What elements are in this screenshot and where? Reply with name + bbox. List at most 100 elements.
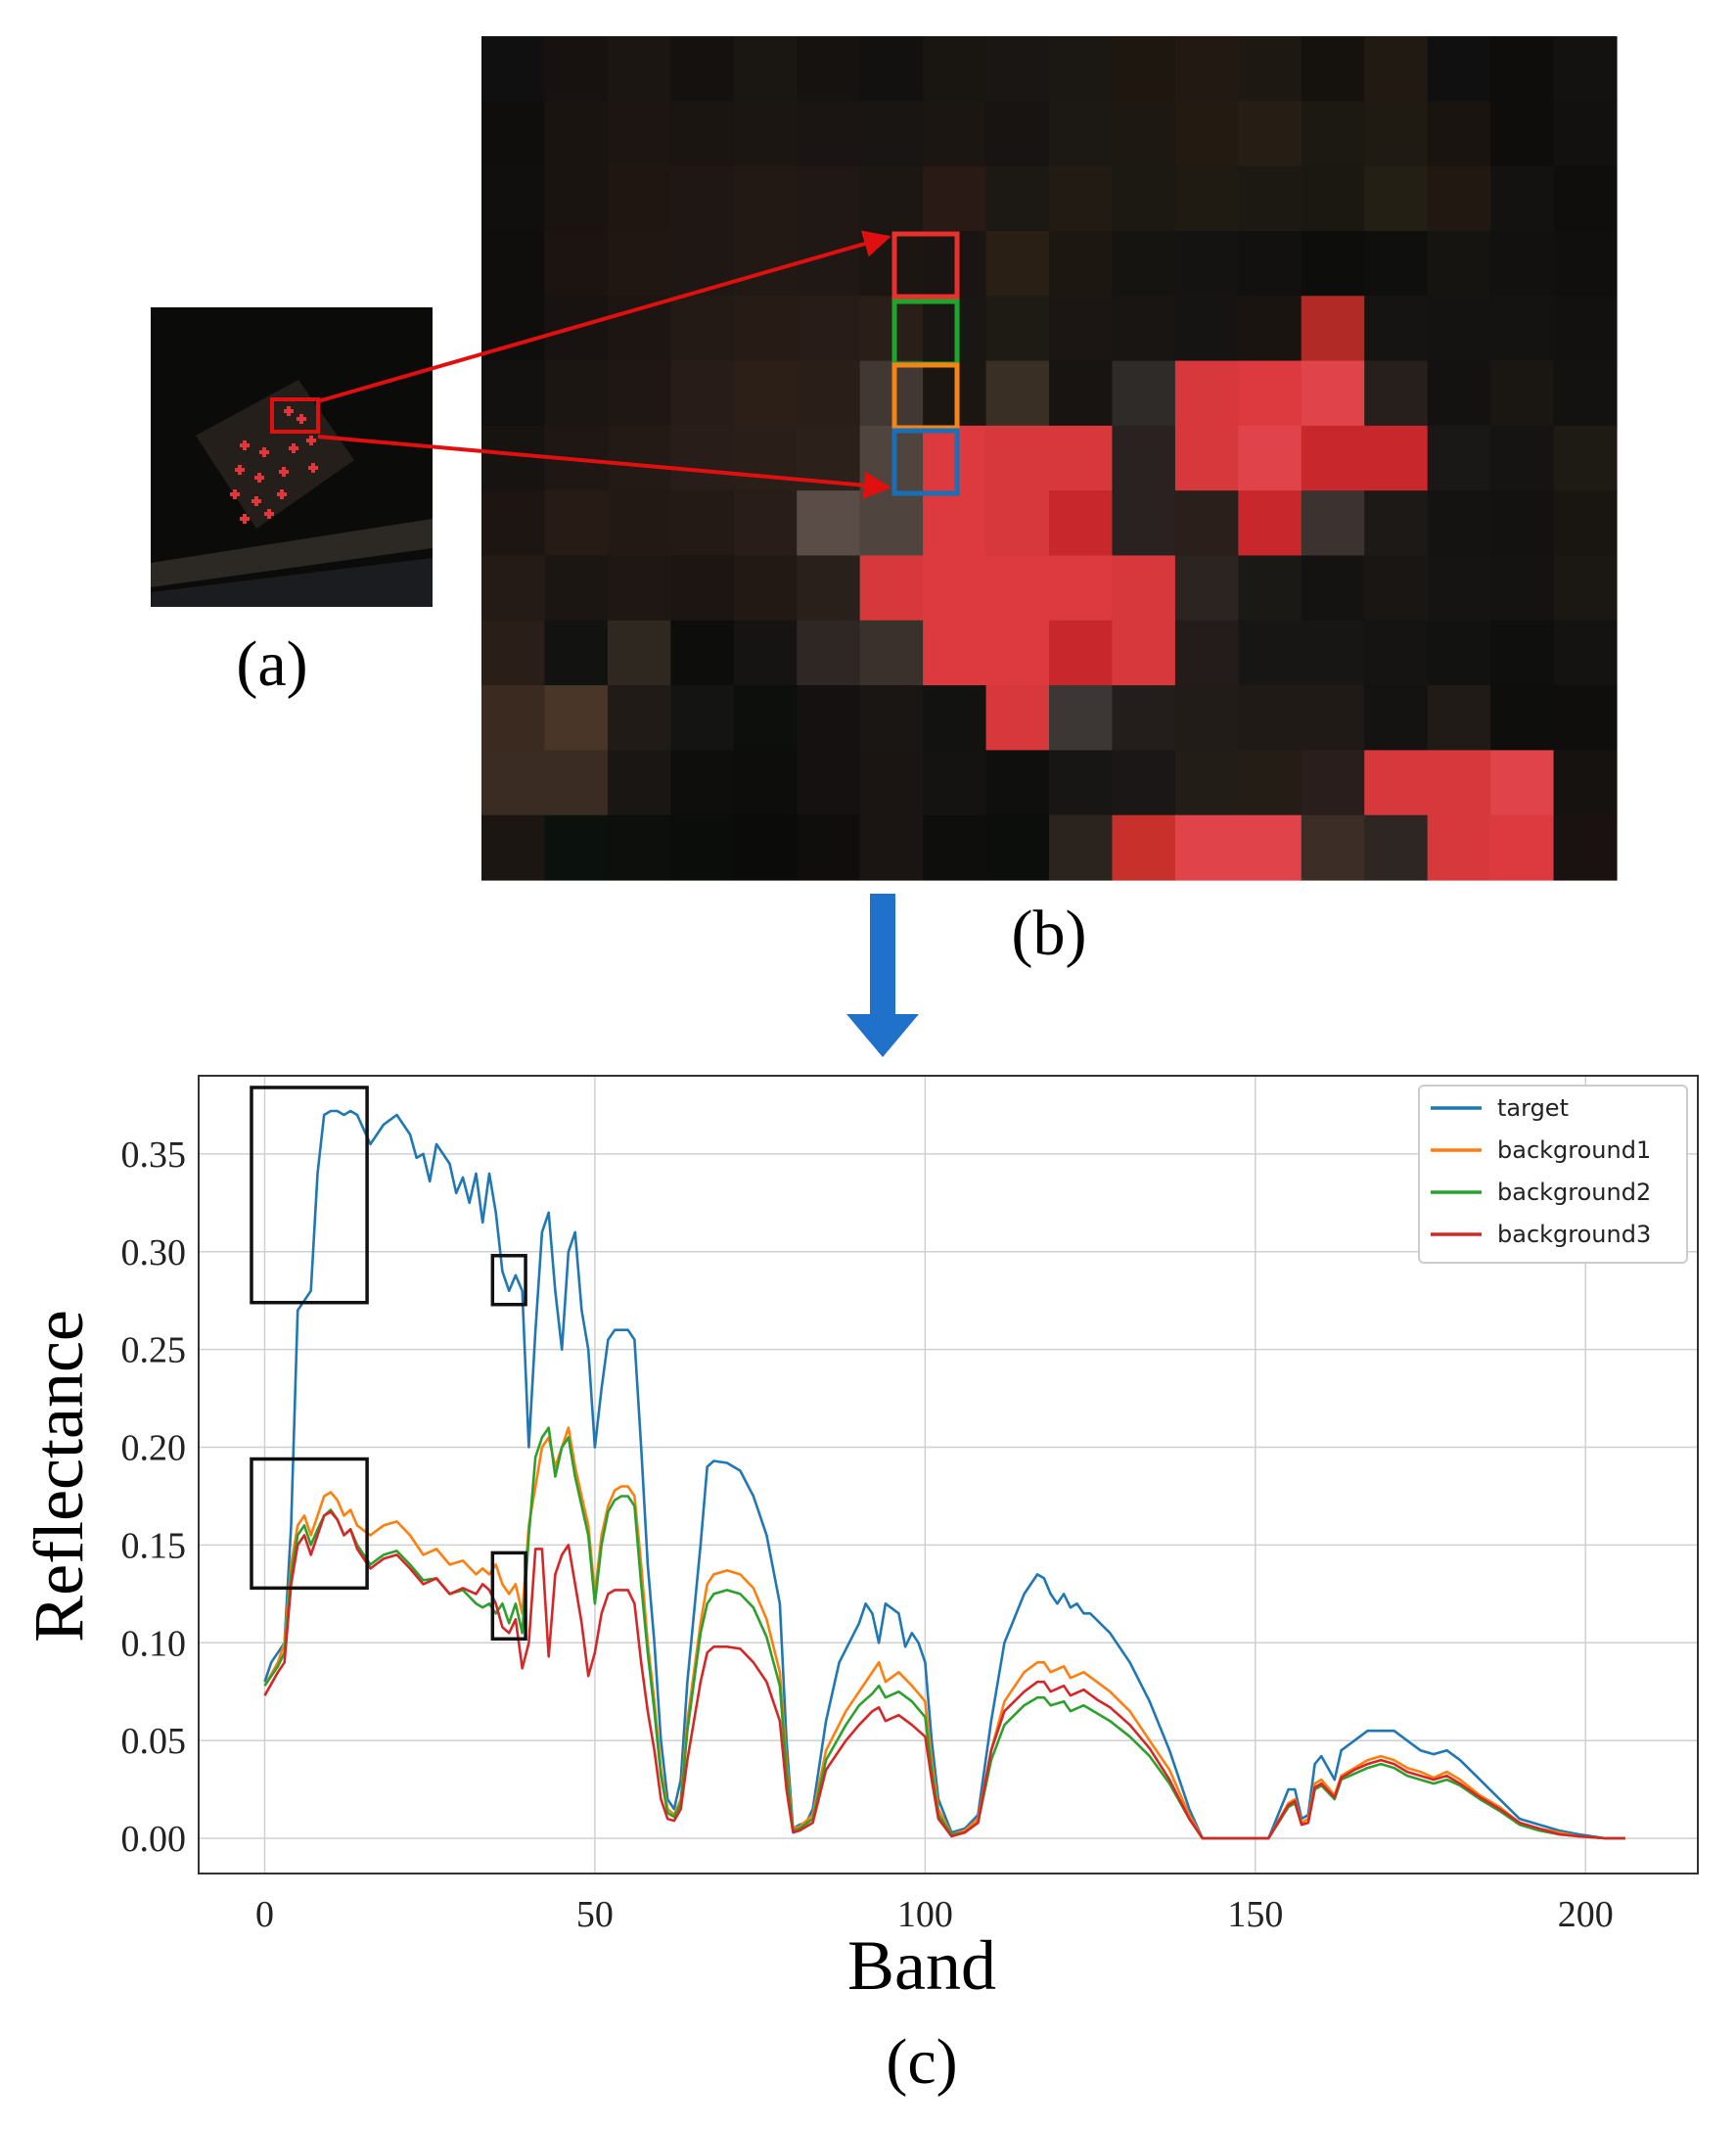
zoom-pixel [1427, 36, 1491, 102]
zoom-pixel [607, 490, 671, 557]
zoom-pixel [1049, 425, 1114, 491]
zoom-pixel [670, 685, 735, 751]
zoom-pixel [985, 490, 1050, 557]
highlight-red-pixel [891, 231, 960, 300]
zoom-pixel [1553, 685, 1618, 751]
zoom-pixel [670, 425, 735, 491]
zoom-pixel [1049, 296, 1114, 362]
zoom-pixel [985, 230, 1050, 297]
zoom-pixel [1553, 165, 1618, 232]
highlight-box [490, 1254, 527, 1307]
x-tick-label: 50 [576, 1894, 614, 1935]
zoom-pixel [1301, 620, 1365, 686]
zoom-pixel [1049, 360, 1114, 427]
zoom-pixel [1112, 360, 1176, 427]
zoom-pixel [1301, 165, 1365, 232]
zoom-pixel [733, 555, 798, 622]
zoom-arrow-top [317, 230, 891, 403]
zoom-pixel [1238, 425, 1302, 491]
zoom-pixel [1174, 360, 1239, 427]
zoom-pixel [733, 101, 798, 167]
zoom-pixel [544, 620, 609, 686]
zoom-pixel [607, 230, 671, 297]
zoom-pixel [1553, 620, 1618, 686]
zoom-pixel [1553, 360, 1618, 427]
zoom-pixel [1553, 230, 1618, 297]
legend-box [1418, 1085, 1688, 1264]
zoom-pixel [544, 814, 609, 881]
zoom-pixel [797, 165, 861, 232]
zoom-pixel [859, 360, 924, 427]
zoom-pixel [1427, 165, 1491, 232]
zoom-pixel [481, 165, 546, 232]
zoom-pixel [607, 165, 671, 232]
zoom-pixel [1490, 101, 1555, 167]
zoom-pixel [1490, 555, 1555, 622]
overview-target [297, 414, 306, 424]
zoom-pixel [859, 165, 924, 232]
zoom-pixel [1238, 490, 1302, 557]
zoom-pixel [1301, 101, 1365, 167]
zoom-pixel [923, 814, 987, 881]
zoom-pixel [1490, 360, 1555, 427]
zoom-pixel [1174, 685, 1239, 751]
label-c: (c) [886, 2026, 957, 2098]
zoom-pixel [1490, 685, 1555, 751]
zoom-pixel [1553, 296, 1618, 362]
zoom-pixel [985, 165, 1050, 232]
y-tick-label: 0.20 [121, 1428, 187, 1469]
zoom-pixel [1112, 101, 1176, 167]
zoom-pixel [859, 750, 924, 816]
zoom-pixel [544, 101, 609, 167]
y-tick-label: 0.10 [121, 1623, 187, 1664]
zoom-pixel [733, 685, 798, 751]
zoom-pixel [797, 230, 861, 297]
zoom-pixel [607, 750, 671, 816]
zoom-pixel [1427, 685, 1491, 751]
zoom-pixel [985, 814, 1050, 881]
zoom-pixel [1112, 685, 1176, 751]
zoom-pixel [797, 685, 861, 751]
zoom-pixel [1112, 36, 1176, 102]
y-tick-label: 0.15 [121, 1525, 187, 1566]
x-tick-label: 0 [255, 1894, 274, 1935]
legend-label: target [1497, 1094, 1569, 1122]
zoom-pixel [1174, 555, 1239, 622]
zoom-pixel [670, 230, 735, 297]
zoom-pixel [1427, 555, 1491, 622]
label-b: (b) [1012, 898, 1087, 969]
zoom-pixel [1301, 490, 1365, 557]
zoom-image [481, 36, 1618, 881]
zoom-pixel [1553, 425, 1618, 491]
overview-target [235, 465, 245, 475]
zoom-pixel [1174, 814, 1239, 881]
zoom-pixel [1490, 425, 1555, 491]
zoom-pixel [733, 360, 798, 427]
zoom-pixel [670, 165, 735, 232]
zoom-pixel [1364, 750, 1429, 816]
overview-target [277, 489, 287, 499]
zoom-pixel [544, 555, 609, 622]
x-tick-labels: 0 50 100 150 200 [255, 1894, 1614, 1935]
zoom-pixel [1049, 555, 1114, 622]
overview-target [230, 489, 240, 499]
zoom-pixel [1427, 620, 1491, 686]
overview-target [308, 463, 318, 473]
zoom-pixel [1238, 165, 1302, 232]
highlight-blue-pixel [891, 428, 960, 496]
zoom-pixel [733, 750, 798, 816]
zoom-pixel [1301, 425, 1365, 491]
zoom-pixel [670, 555, 735, 622]
zoom-pixel [797, 296, 861, 362]
zoom-pixel [1238, 230, 1302, 297]
zoom-pixel [607, 425, 671, 491]
zoom-pixel [859, 101, 924, 167]
y-tick-label: 0.35 [121, 1134, 187, 1176]
zoom-pixel [797, 750, 861, 816]
y-axis-title: Reflectance [20, 1310, 98, 1643]
zoom-pixel [1049, 620, 1114, 686]
y-tick-label: 0.25 [121, 1330, 187, 1371]
zoom-pixel [1049, 750, 1114, 816]
zoom-pixel [1112, 814, 1176, 881]
